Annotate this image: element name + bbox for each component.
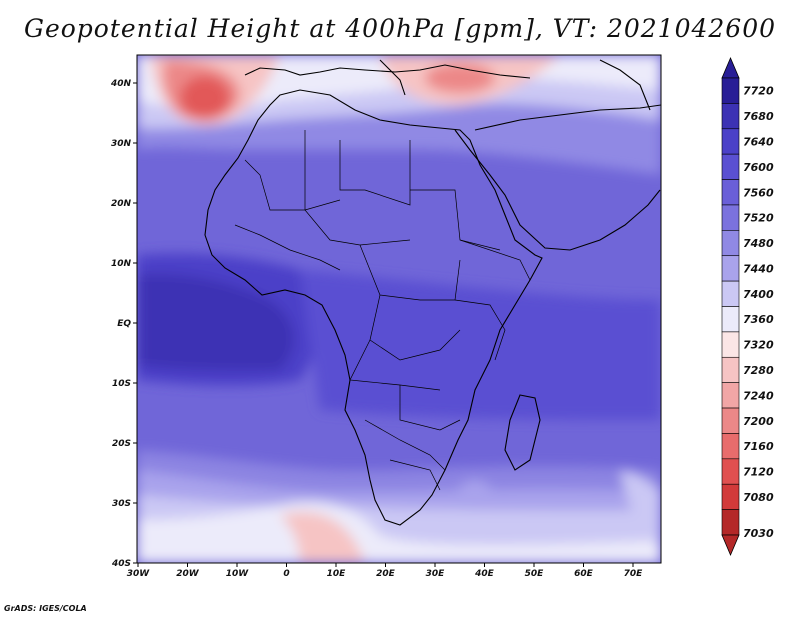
- lat-label: 10S: [112, 379, 131, 389]
- colorbar-label: 7200: [743, 415, 774, 428]
- colorbar-label: 7360: [743, 313, 774, 326]
- colorbar-top-arrow: [721, 56, 740, 79]
- colorbar-swatch: [721, 356, 740, 383]
- lon-label: 0: [283, 569, 289, 579]
- colorbar-swatch: [721, 306, 740, 333]
- lat-label: 40S: [111, 559, 131, 569]
- lat-label: EQ: [117, 319, 131, 329]
- colorbar-swatch: [721, 230, 740, 257]
- colorbar-label: 7560: [743, 186, 774, 199]
- latitude-axis: 40N 30N 20N 10N EQ 10S 20S 30S 40S: [110, 79, 137, 569]
- colorbar-swatch: [721, 204, 740, 231]
- lon-label: 30E: [426, 569, 446, 579]
- longitude-axis: 30W 20W 10W 0 10E 20E 30E 40E 50E 60E 70E: [127, 563, 643, 579]
- colorbar: 7720 7680 7640 7600 7560 7520 7480 7440 7400 7360…: [721, 56, 774, 557]
- colorbar-label: 7720: [743, 85, 774, 98]
- lat-label: 20N: [111, 199, 132, 209]
- colorbar-label: 7080: [743, 491, 774, 504]
- colorbar-swatch: [721, 433, 740, 460]
- lon-label: 20E: [376, 569, 396, 579]
- colorbar-swatch: [721, 458, 740, 485]
- colorbar-label: 7480: [743, 237, 774, 250]
- map-title: Geopotential Height at 400hPa [gpm], VT:…: [23, 14, 777, 43]
- colorbar-label: 7280: [743, 364, 774, 377]
- colorbar-label: 7520: [743, 212, 774, 225]
- lat-label: 10N: [111, 259, 132, 269]
- colorbar-swatch: [721, 77, 740, 104]
- lon-label: 50E: [525, 569, 545, 579]
- colorbar-label: 7600: [743, 161, 774, 174]
- colorbar-label: 7320: [743, 339, 774, 352]
- lon-label: 10W: [226, 569, 250, 579]
- colorbar-swatch: [721, 331, 740, 358]
- colorbar-label: 7400: [743, 288, 774, 301]
- colorbar-swatch: [721, 103, 740, 130]
- colorbar-label: 7680: [743, 110, 774, 123]
- lon-label: 20W: [176, 569, 200, 579]
- colorbar-swatch: [721, 128, 740, 155]
- colorbar-swatch: [721, 280, 740, 307]
- colorbar-swatch: [721, 483, 740, 510]
- lat-label: 30N: [111, 139, 132, 149]
- colorbar-swatch: [721, 382, 740, 409]
- colorbar-swatch: [721, 509, 740, 536]
- grads-credit: GrADS: IGES/COLA: [4, 604, 87, 613]
- lon-label: 70E: [624, 569, 644, 579]
- country-borders: [234, 130, 531, 491]
- colorbar-label: 7030: [743, 527, 774, 540]
- colorbar-label: 7120: [743, 466, 774, 479]
- colorbar-swatch: [721, 255, 740, 282]
- colorbar-label: 7240: [743, 389, 774, 402]
- colorbar-label: 7440: [743, 262, 774, 275]
- lon-label: 30W: [127, 569, 151, 579]
- lat-label: 20S: [112, 439, 131, 449]
- height-field: [137, 55, 661, 563]
- lon-label: 40E: [474, 569, 495, 579]
- lon-label: 10E: [327, 569, 347, 579]
- colorbar-swatch: [721, 407, 740, 434]
- map-frame: [136, 54, 662, 564]
- colorbar-bottom-arrow: [721, 534, 740, 557]
- lat-label: 30S: [112, 499, 131, 509]
- coastlines: [204, 59, 661, 526]
- colorbar-label: 7640: [743, 135, 774, 148]
- colorbar-swatch: [721, 153, 740, 180]
- colorbar-label: 7160: [743, 440, 774, 453]
- colorbar-swatch: [721, 179, 740, 206]
- lat-label: 40N: [110, 79, 132, 89]
- lon-label: 60E: [574, 569, 594, 579]
